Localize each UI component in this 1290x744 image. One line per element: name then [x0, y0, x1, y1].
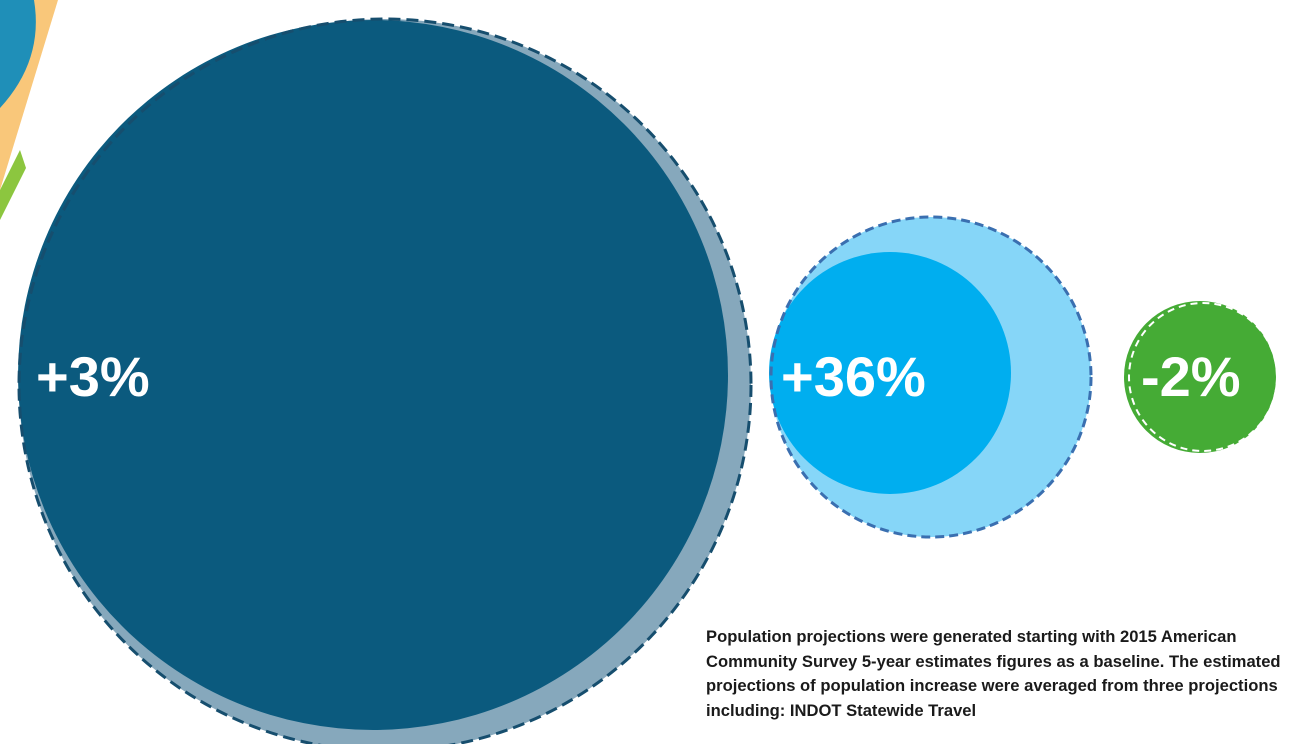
- bubble-1-label: +3%: [36, 345, 150, 408]
- bubble-1: +3%: [17, 17, 753, 744]
- corner-decoration: [0, 0, 58, 220]
- bubble-3-label: -2%: [1141, 345, 1241, 408]
- bubble-2-outline: [769, 215, 1093, 539]
- bubble-2-label: +36%: [781, 345, 926, 408]
- decor-blue-shape: [0, 0, 36, 108]
- decor-green-band: [0, 150, 26, 220]
- bubble-3-core: [1124, 301, 1276, 453]
- footnote-text: Population projections were generated st…: [706, 627, 1281, 720]
- bubble-2-core: [769, 252, 1011, 494]
- bubble-3-outline: [1128, 302, 1278, 452]
- bubble-3: -2%: [1124, 301, 1278, 453]
- bubble-2: +36%: [769, 215, 1093, 539]
- bubble-1-core: [18, 20, 728, 730]
- bubble-1-outline: [17, 17, 753, 744]
